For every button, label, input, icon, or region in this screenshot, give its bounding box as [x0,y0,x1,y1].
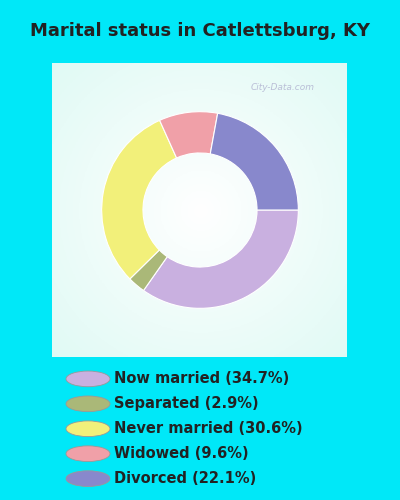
Circle shape [66,471,110,486]
Wedge shape [210,114,298,210]
Circle shape [66,371,110,386]
Wedge shape [102,120,176,279]
Circle shape [66,446,110,462]
Text: Marital status in Catlettsburg, KY: Marital status in Catlettsburg, KY [30,22,370,40]
Circle shape [66,421,110,436]
Wedge shape [144,210,298,308]
Text: Widowed (9.6%): Widowed (9.6%) [114,446,249,461]
Text: Never married (30.6%): Never married (30.6%) [114,421,303,436]
Circle shape [66,396,110,411]
Text: Separated (2.9%): Separated (2.9%) [114,396,259,411]
Text: Divorced (22.1%): Divorced (22.1%) [114,471,256,486]
Text: City-Data.com: City-Data.com [250,83,314,92]
Wedge shape [130,250,167,290]
Text: Now married (34.7%): Now married (34.7%) [114,372,289,386]
Wedge shape [160,112,218,158]
